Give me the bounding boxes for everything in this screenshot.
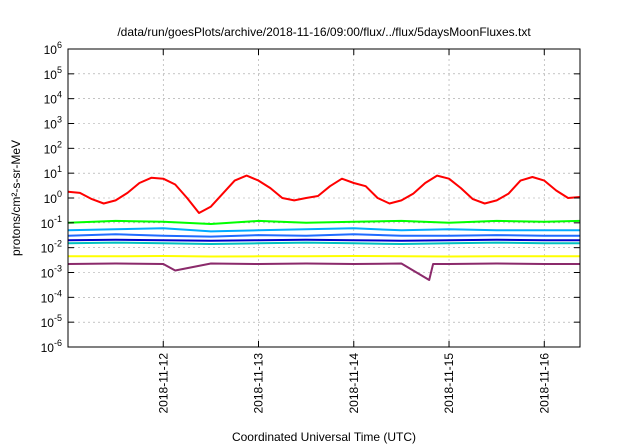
y-tick-label: 10-1 [41,214,62,231]
y-tick-exponent: -3 [54,264,62,274]
series-line-6 [67,238,580,242]
x-tick-label: 2018-11-12 [156,353,170,414]
y-axis-ticks: 10-610-510-410-310-210-11001011021031041… [41,40,580,355]
x-tick-label: 2018-11-14 [347,353,361,414]
series-line-7 [68,255,580,258]
series-line-5 [67,241,580,245]
y-tick-exponent: 3 [57,115,62,125]
y-tick-label: 100 [44,189,62,206]
y-tick-label: 103 [44,115,62,132]
y-tick-exponent: -6 [54,338,62,348]
y-tick-base: 10 [41,341,55,355]
x-tick-label: 2018-11-16 [537,353,551,414]
y-tick-base: 10 [41,291,55,305]
y-tick-exponent: -5 [54,313,62,323]
y-tick-exponent: 1 [57,164,62,174]
y-tick-exponent: 2 [57,139,62,149]
y-tick-exponent: 4 [57,90,62,100]
y-tick-base: 10 [44,43,58,57]
y-tick-base: 10 [41,267,55,281]
series-line-1 [67,174,581,214]
chart-title: /data/run/goesPlots/archive/2018-11-16/0… [117,25,531,39]
y-tick-base: 10 [44,142,58,156]
series-line-2 [67,219,581,225]
series-layer [67,174,581,281]
y-tick-label: 101 [44,164,62,181]
y-tick-label: 106 [44,40,62,57]
y-tick-label: 10-2 [41,239,62,256]
series-line-3 [67,227,580,233]
x-axis-ticks: 2018-11-12 2018-11-13 2018-11-14 2018-11-15… [156,49,551,414]
y-tick-label: 105 [44,65,62,82]
y-tick-base: 10 [44,68,58,82]
y-tick-exponent: 5 [57,65,62,75]
grid-layer [68,49,580,347]
y-tick-base: 10 [41,242,55,256]
x-axis-label: Coordinated Universal Time (UTC) [232,430,416,444]
x-tick-label: 2018-11-15 [442,353,456,414]
y-tick-label: 10-6 [41,338,62,355]
x-tick-label: 2018-11-13 [252,353,266,414]
y-tick-exponent: -2 [54,239,62,249]
y-tick-exponent: -4 [54,288,62,298]
y-tick-exponent: -1 [54,214,62,224]
y-axis-label: protons/cm²-s-sr-MeV [9,140,23,256]
y-tick-label: 102 [44,139,62,156]
y-tick-exponent: 0 [57,189,62,199]
y-tick-base: 10 [44,118,58,132]
y-tick-base: 10 [41,217,55,231]
y-tick-exponent: 6 [57,40,62,50]
y-tick-base: 10 [44,192,58,206]
series-line-4 [67,233,580,238]
y-tick-label: 10-4 [41,288,62,305]
series-line-8 [67,262,580,281]
y-tick-label: 10-5 [41,313,62,330]
y-tick-base: 10 [41,316,55,330]
y-tick-label: 10-3 [41,264,62,281]
y-tick-base: 10 [44,167,58,181]
y-tick-base: 10 [44,93,58,107]
y-tick-label: 104 [44,90,62,107]
